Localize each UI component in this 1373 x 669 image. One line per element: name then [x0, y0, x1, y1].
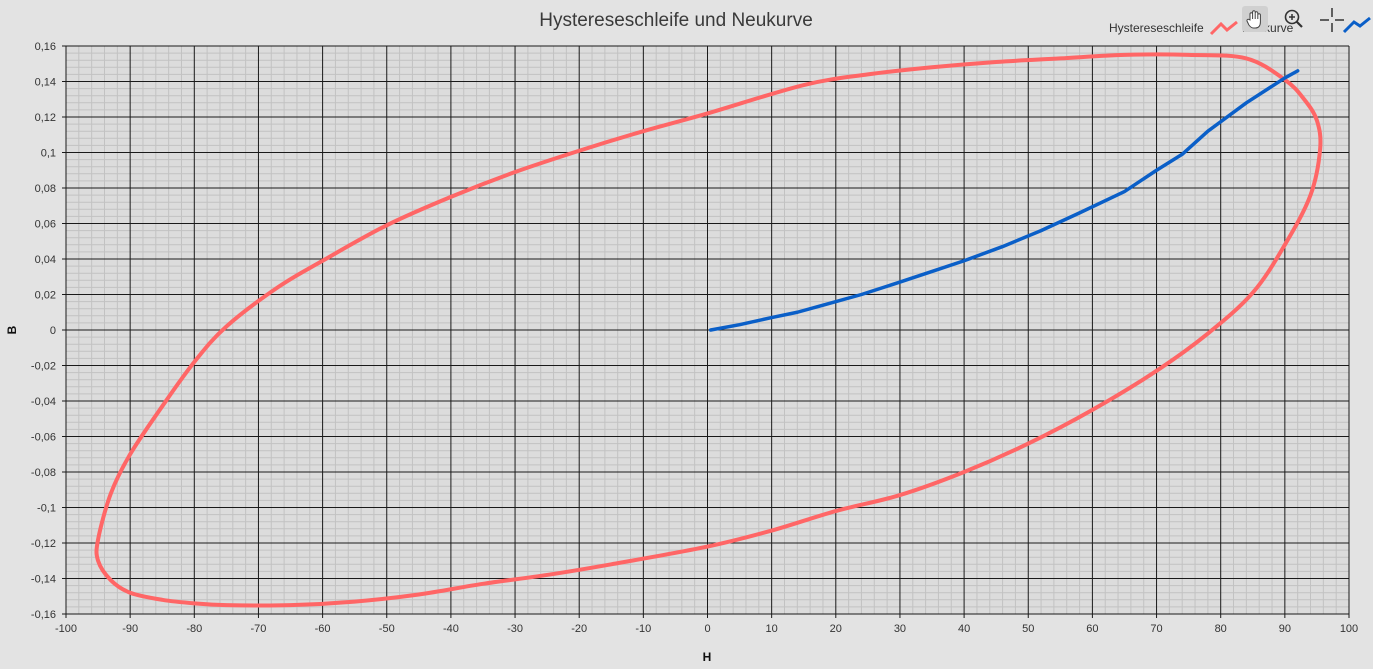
legend-swatch-neukurve [1342, 16, 1371, 34]
y-tick-label: 0 [50, 325, 56, 337]
x-tick-label: 80 [1215, 623, 1227, 635]
y-tick-label: 0,02 [35, 290, 56, 302]
y-tick-label: 0,14 [35, 77, 56, 89]
y-tick-label: 0,08 [35, 183, 56, 195]
major-gridlines [62, 45, 1350, 618]
y-tick-label: -0,16 [31, 609, 56, 621]
y-tick-label: -0,1 [37, 503, 56, 515]
x-tick-label: 10 [766, 623, 778, 635]
x-tick-label: -60 [315, 623, 331, 635]
x-tick-label: 0 [704, 623, 710, 635]
y-tick-label: -0,04 [31, 396, 56, 408]
y-tick-label: 0,04 [35, 254, 56, 266]
x-tick-label: 40 [958, 623, 970, 635]
pan-hand-icon[interactable] [1242, 6, 1268, 32]
x-tick-label: 100 [1340, 623, 1358, 635]
chart-title: Hystereseschleife und Neukurve [539, 10, 813, 31]
x-tick-label: -100 [55, 623, 77, 635]
x-tick-label: 20 [830, 623, 842, 635]
x-tick-label: -90 [122, 623, 138, 635]
legend-swatch-hysteresis [1209, 20, 1238, 36]
x-tick-label: -10 [635, 623, 651, 635]
y-tick-label: -0,08 [31, 467, 56, 479]
x-tick-label: -40 [443, 623, 459, 635]
y-tick-label: 0,1 [41, 148, 56, 160]
x-tick-labels: -100 -90 -80 -70 -60 -50 -40 -30 -20 -10 0 10 20 30 40… [55, 623, 1358, 635]
x-tick-label: -20 [571, 623, 587, 635]
x-tick-label: -50 [379, 623, 395, 635]
y-tick-label: 0,06 [35, 219, 56, 231]
x-tick-label: 30 [894, 623, 906, 635]
x-tick-label: 70 [1150, 623, 1162, 635]
series-layer [94, 52, 1323, 608]
crosshair-icon[interactable] [1318, 6, 1344, 32]
x-tick-label: 90 [1279, 623, 1291, 635]
zoom-in-icon[interactable] [1280, 6, 1306, 32]
y-tick-label: -0,06 [31, 432, 56, 444]
y-tick-label: -0,14 [31, 574, 56, 586]
y-tick-labels: 0,16 0,14 0,12 0,1 0,08 0,06 0,04 0,02 0 -0,02 -0,… [31, 41, 56, 621]
y-tick-label: -0,02 [31, 361, 56, 373]
x-tick-label: -30 [507, 623, 523, 635]
series-line-neukurve [708, 69, 1300, 332]
x-tick-label: 50 [1022, 623, 1034, 635]
y-tick-label: 0,12 [35, 112, 56, 124]
x-tick-label: 60 [1086, 623, 1098, 635]
x-tick-label: -70 [250, 623, 266, 635]
y-tick-label: -0,12 [31, 538, 56, 550]
x-axis-title: H [703, 650, 712, 664]
y-tick-label: 0,16 [35, 41, 56, 53]
y-axis-title: B [5, 325, 19, 334]
x-tick-label: -80 [186, 623, 202, 635]
series-line-hystereseschleife [94, 52, 1323, 608]
legend-label-hysteresis: Hystereseschleife [1109, 21, 1204, 35]
